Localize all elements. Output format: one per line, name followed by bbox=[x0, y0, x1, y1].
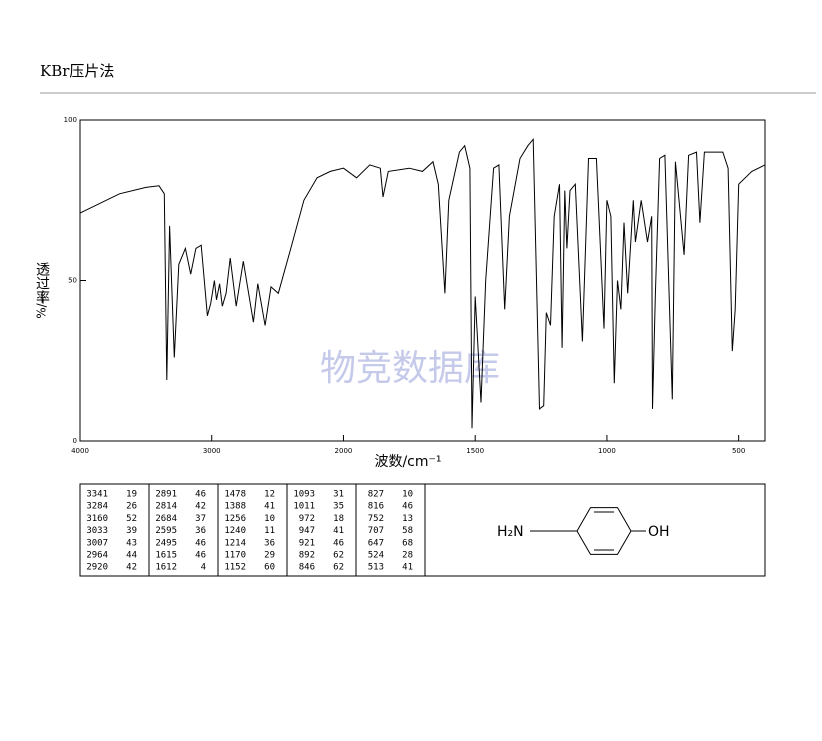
peak-transmittance: 39 bbox=[126, 526, 137, 536]
peak-wavenumber: 1615 bbox=[155, 551, 177, 561]
peak-wavenumber: 707 bbox=[368, 526, 384, 536]
y-axis-label: 透过率 bbox=[34, 262, 50, 304]
peak-transmittance: 42 bbox=[195, 502, 206, 512]
peak-transmittance: 37 bbox=[195, 514, 206, 524]
x-tick-label: 3000 bbox=[203, 447, 221, 455]
x-tick-label: 1000 bbox=[598, 447, 616, 455]
peak-wavenumber: 972 bbox=[299, 514, 315, 524]
x-tick-label: 500 bbox=[732, 447, 745, 455]
peak-transmittance: 36 bbox=[264, 538, 275, 548]
peak-transmittance: 60 bbox=[264, 563, 275, 573]
watermark: 物竞数据库 bbox=[320, 348, 500, 389]
peak-transmittance: 62 bbox=[333, 563, 344, 573]
peak-wavenumber: 1388 bbox=[224, 502, 246, 512]
peak-transmittance: 35 bbox=[333, 502, 344, 512]
peak-transmittance: 29 bbox=[264, 551, 275, 561]
peak-wavenumber: 1170 bbox=[224, 551, 246, 561]
benzene-ring bbox=[576, 507, 632, 555]
peak-wavenumber: 752 bbox=[368, 514, 384, 524]
molecule bbox=[530, 507, 646, 555]
y-tick-label: 50 bbox=[68, 277, 77, 285]
peak-transmittance: 52 bbox=[126, 514, 137, 524]
peak-transmittance: 10 bbox=[402, 490, 413, 500]
peak-wavenumber: 2964 bbox=[86, 551, 108, 561]
peak-transmittance: 11 bbox=[264, 526, 275, 536]
peak-transmittance: 41 bbox=[264, 502, 275, 512]
hydroxyl-label: OH bbox=[648, 524, 670, 540]
peak-wavenumber: 921 bbox=[299, 538, 315, 548]
peak-transmittance: 4 bbox=[201, 563, 206, 573]
peak-wavenumber: 1478 bbox=[224, 490, 246, 500]
peak-transmittance: 42 bbox=[126, 563, 137, 573]
peak-wavenumber: 2891 bbox=[155, 490, 177, 500]
header-title: KBr压片法 bbox=[40, 62, 114, 80]
peak-wavenumber: 846 bbox=[299, 563, 315, 573]
peak-transmittance: 58 bbox=[402, 526, 413, 536]
peak-transmittance: 46 bbox=[195, 538, 206, 548]
peak-wavenumber: 1214 bbox=[224, 538, 246, 548]
peak-wavenumber: 3033 bbox=[86, 526, 108, 536]
x-tick-label: 2000 bbox=[335, 447, 353, 455]
peak-transmittance: 10 bbox=[264, 514, 275, 524]
peak-wavenumber: 827 bbox=[368, 490, 384, 500]
peak-wavenumber: 3341 bbox=[86, 490, 108, 500]
peak-wavenumber: 1011 bbox=[293, 502, 315, 512]
peak-wavenumber: 2684 bbox=[155, 514, 177, 524]
x-axis-label: 波数/cm⁻¹ bbox=[374, 454, 441, 470]
table-frame bbox=[79, 483, 766, 577]
peak-transmittance: 31 bbox=[333, 490, 344, 500]
peak-wavenumber: 3160 bbox=[86, 514, 108, 524]
y-axis-unit: %/— bbox=[35, 291, 49, 318]
peak-transmittance: 12 bbox=[264, 490, 275, 500]
peak-transmittance: 41 bbox=[333, 526, 344, 536]
peak-transmittance: 26 bbox=[126, 502, 137, 512]
y-tick-label: 100 bbox=[64, 116, 77, 124]
x-tick-label: 1500 bbox=[466, 447, 484, 455]
peak-wavenumber: 2920 bbox=[86, 563, 108, 573]
peak-wavenumber: 947 bbox=[299, 526, 315, 536]
amino-label: H₂N bbox=[497, 524, 524, 540]
plot-frame bbox=[79, 119, 766, 442]
peak-transmittance: 18 bbox=[333, 514, 344, 524]
peak-transmittance: 28 bbox=[402, 551, 413, 561]
peak-wavenumber: 1152 bbox=[224, 563, 246, 573]
peak-wavenumber: 1240 bbox=[224, 526, 246, 536]
peak-wavenumber: 816 bbox=[368, 502, 384, 512]
peak-transmittance: 41 bbox=[402, 563, 413, 573]
peak-transmittance: 46 bbox=[195, 551, 206, 561]
x-tick-label: 4000 bbox=[71, 447, 89, 455]
peak-wavenumber: 647 bbox=[368, 538, 384, 548]
peak-wavenumber: 524 bbox=[368, 551, 384, 561]
peak-wavenumber: 3007 bbox=[86, 538, 108, 548]
peak-transmittance: 44 bbox=[126, 551, 137, 561]
peak-transmittance: 13 bbox=[402, 514, 413, 524]
peak-transmittance: 46 bbox=[333, 538, 344, 548]
peak-transmittance: 62 bbox=[333, 551, 344, 561]
peak-transmittance: 43 bbox=[126, 538, 137, 548]
peak-transmittance: 36 bbox=[195, 526, 206, 536]
spectrum-line bbox=[79, 137, 766, 429]
peak-transmittance: 46 bbox=[402, 502, 413, 512]
peak-wavenumber: 2814 bbox=[155, 502, 177, 512]
peak-wavenumber: 2495 bbox=[155, 538, 177, 548]
peak-wavenumber: 1612 bbox=[155, 563, 177, 573]
peak-wavenumber: 2595 bbox=[155, 526, 177, 536]
peak-wavenumber: 892 bbox=[299, 551, 315, 561]
peak-wavenumber: 1093 bbox=[293, 490, 315, 500]
y-tick-label: 0 bbox=[73, 437, 77, 445]
peak-transmittance: 68 bbox=[402, 538, 413, 548]
peak-transmittance: 46 bbox=[195, 490, 206, 500]
peak-transmittance: 19 bbox=[126, 490, 137, 500]
peak-wavenumber: 3284 bbox=[86, 502, 108, 512]
peak-wavenumber: 1256 bbox=[224, 514, 246, 524]
peak-wavenumber: 513 bbox=[368, 563, 384, 573]
